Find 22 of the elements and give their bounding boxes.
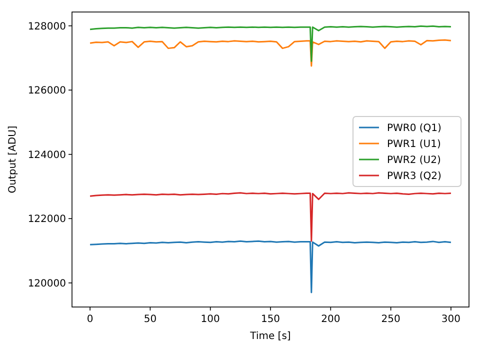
line-series (89, 192, 452, 242)
x-tick-label: 250 (381, 314, 400, 325)
y-tick-label: 120000 (28, 278, 66, 290)
y-tick-label: 126000 (28, 86, 66, 97)
x-tick-label: 100 (200, 314, 220, 325)
legend-label: PWR2 (U2) (387, 155, 441, 166)
line-series (89, 240, 452, 294)
y-axis-title: Output [ADU] (8, 126, 18, 194)
legend-label: PWR1 (U1) (387, 139, 441, 150)
x-tick-label: 300 (441, 314, 460, 325)
legend-label: PWR0 (Q1) (387, 123, 442, 134)
line-series (89, 25, 452, 62)
y-tick-label: 124000 (28, 150, 66, 161)
y-tick-label: 122000 (28, 214, 66, 226)
legend-label: PWR3 (Q2) (387, 171, 442, 182)
x-tick-label: 50 (144, 314, 157, 325)
x-tick-label: 200 (321, 314, 340, 325)
y-tick-label: 128000 (28, 21, 66, 32)
x-axis-title: Time [s] (249, 331, 291, 342)
x-tick-label: 150 (260, 314, 280, 325)
x-tick-label: 0 (86, 314, 94, 325)
line-series (89, 39, 452, 67)
